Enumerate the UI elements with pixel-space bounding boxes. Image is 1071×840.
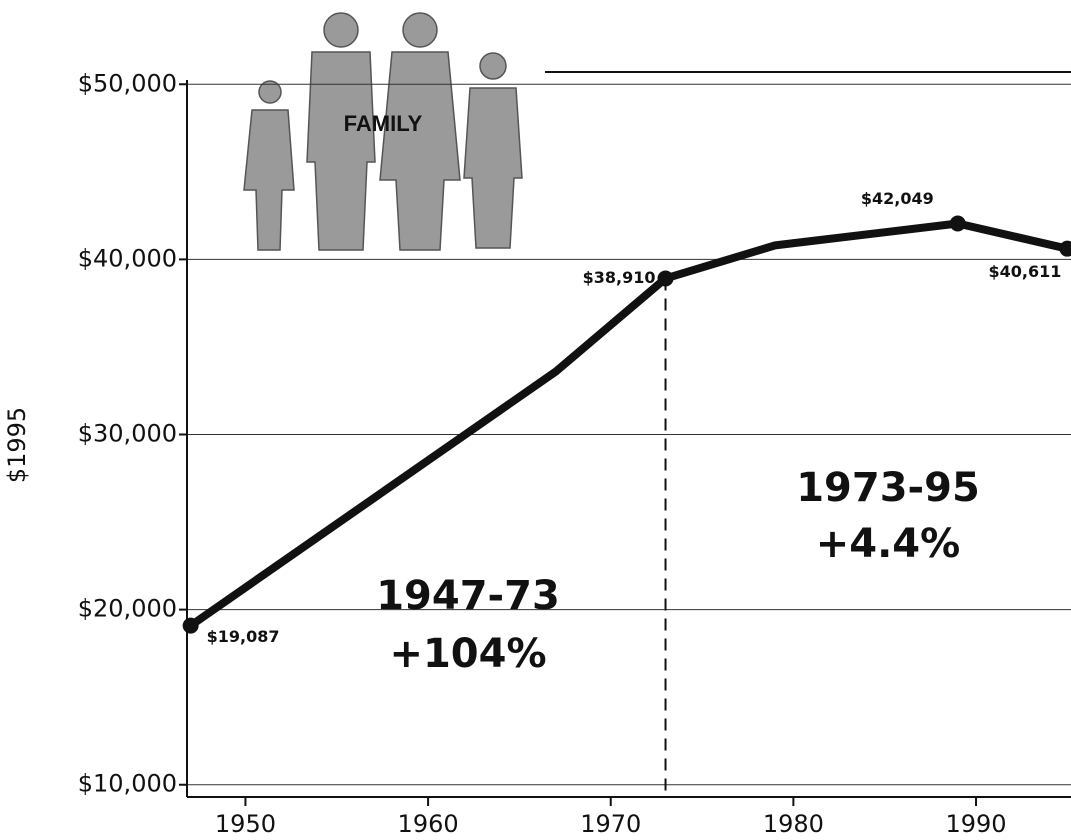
chart: FAMILY $1995 1947-73 +104% 1973-95 +4.4%…: [0, 0, 1071, 840]
value-label: $42,049: [861, 189, 934, 208]
value-label: $38,910: [583, 268, 656, 287]
value-label: $40,611: [988, 262, 1061, 281]
y-tick-label: $40,000: [78, 244, 177, 272]
point: [183, 618, 199, 634]
legend-label: FAMILY: [344, 111, 423, 136]
annotation: 1973-95: [796, 465, 980, 511]
annotation: +104%: [389, 631, 546, 677]
y-tick-label: $30,000: [78, 420, 177, 448]
y-axis-label: $1995: [3, 407, 31, 483]
point: [1059, 241, 1071, 257]
x-tick-label: 1950: [215, 810, 276, 838]
annotation: 1947-73: [376, 573, 560, 619]
point: [950, 215, 966, 231]
x-tick-label: 1970: [580, 810, 641, 838]
value-label: $19,087: [207, 627, 280, 646]
x-tick-label: 1990: [945, 810, 1006, 838]
x-tick-label: 1960: [398, 810, 459, 838]
y-tick-label: $50,000: [78, 69, 177, 97]
point: [658, 270, 674, 286]
y-tick-label: $10,000: [78, 770, 177, 798]
annotation: +4.4%: [816, 521, 960, 567]
y-tick-label: $20,000: [78, 595, 177, 623]
x-tick-label: 1980: [763, 810, 824, 838]
